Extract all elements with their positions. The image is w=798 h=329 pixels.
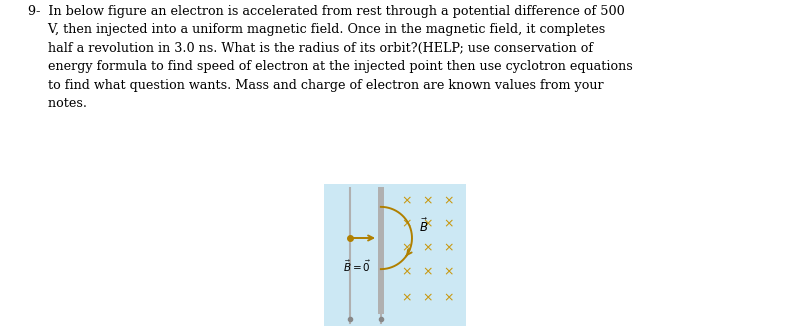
Text: ×: × <box>401 195 412 208</box>
Text: $\vec{B} = \vec{0}$: $\vec{B} = \vec{0}$ <box>343 259 371 274</box>
Text: ×: × <box>422 241 433 254</box>
Text: ×: × <box>401 241 412 254</box>
Text: ×: × <box>422 291 433 304</box>
Text: ×: × <box>422 195 433 208</box>
Text: ×: × <box>422 217 433 230</box>
Text: ×: × <box>422 266 433 278</box>
Text: ×: × <box>444 291 454 304</box>
Text: ×: × <box>401 217 412 230</box>
Bar <box>378 187 384 315</box>
Text: ×: × <box>444 217 454 230</box>
Text: ×: × <box>444 266 454 278</box>
Text: ×: × <box>401 266 412 278</box>
Text: ×: × <box>444 195 454 208</box>
Text: ×: × <box>401 291 412 304</box>
Text: $\vec{B}$: $\vec{B}$ <box>419 218 428 235</box>
Text: ×: × <box>444 241 454 254</box>
Text: 9-  In below figure an electron is accelerated from rest through a potential dif: 9- In below figure an electron is accele… <box>28 5 633 111</box>
